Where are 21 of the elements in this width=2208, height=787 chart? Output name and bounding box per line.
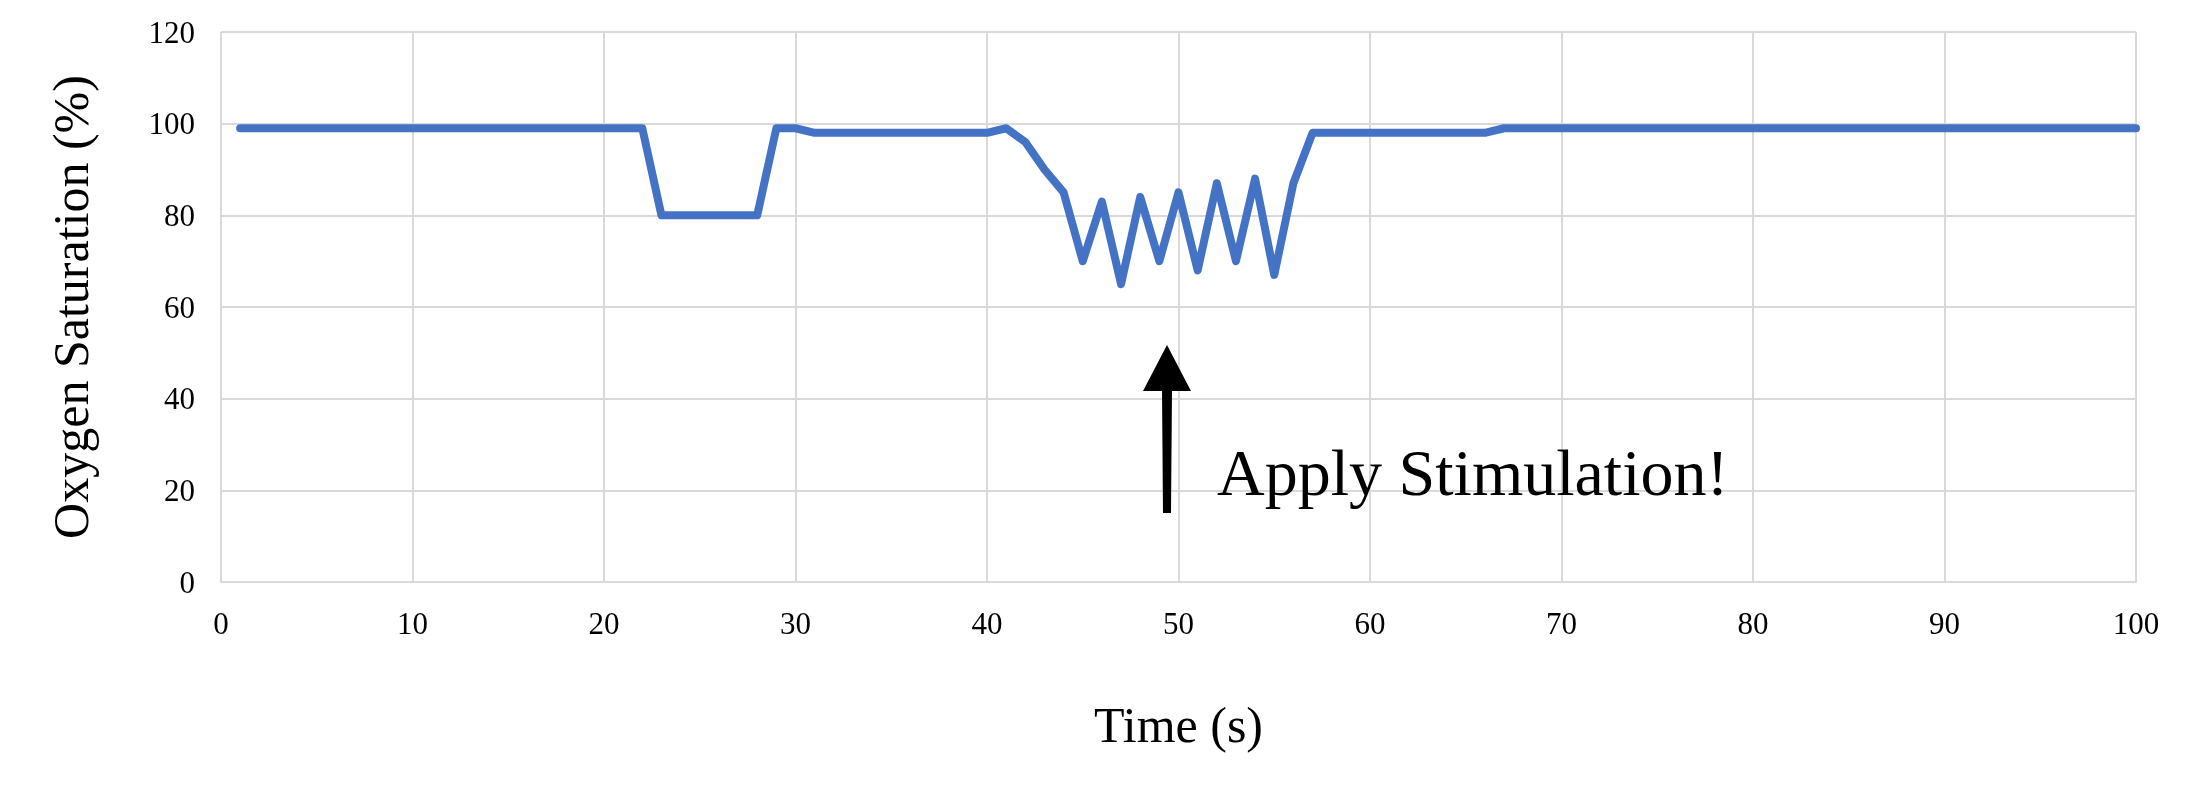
y-tick-label: 120: [148, 14, 195, 50]
x-tick-label: 70: [1546, 606, 1577, 641]
x-tick-label: 10: [397, 606, 428, 641]
x-tick-label: 90: [1929, 606, 1960, 641]
x-tick-label: 100: [2112, 606, 2160, 641]
x-tick-label: 20: [588, 606, 620, 641]
x-tick-label: 30: [780, 606, 811, 641]
annotation: Apply Stimulation!: [1217, 436, 1729, 509]
x-tick-label: 40: [971, 606, 1003, 641]
y-tick-label: 60: [164, 289, 195, 325]
x-axis-title: Time (s): [1093, 697, 1264, 753]
x-tick-label: 80: [1737, 606, 1769, 641]
y-tick-label: 0: [179, 564, 195, 600]
x-tick-label: 50: [1163, 606, 1194, 641]
y-tick-label: 40: [164, 381, 195, 417]
x-tick-label: 0: [213, 606, 229, 641]
y-tick-label: 20: [164, 472, 195, 508]
y-tick-label: 80: [164, 197, 195, 233]
y-tick-label: 100: [148, 106, 195, 142]
x-tick-label: 60: [1354, 606, 1386, 641]
y-axis-title: Oxygen Saturation (%): [43, 75, 99, 539]
